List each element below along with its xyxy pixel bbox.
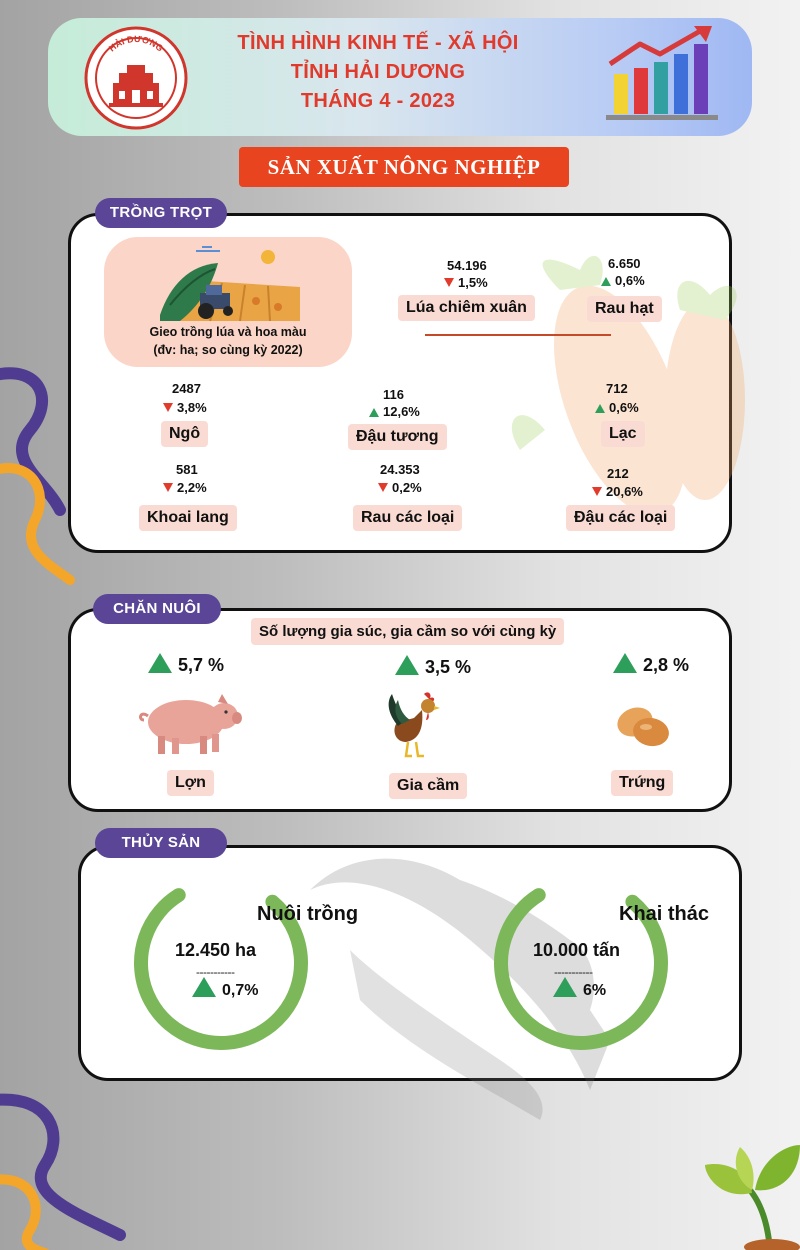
up-arrow-icon	[553, 977, 577, 997]
crop-label-ngo: Ngô	[161, 421, 209, 447]
aqua-change-khai-thac: 6%	[553, 977, 606, 1000]
aqua-divider-khai-thac: -----------	[554, 965, 593, 979]
aqua-value-khai-thac: 10.000 tấn	[533, 940, 621, 960]
crop-change-ngo: 3,8%	[163, 400, 207, 415]
carrot-watermark-icon	[511, 255, 745, 515]
crop-change-khoai-lang: 2,2%	[163, 480, 207, 495]
up-arrow-icon	[595, 404, 605, 413]
crop-value-ngo: 2487	[172, 381, 201, 396]
fish-watermark-icon	[310, 858, 610, 1120]
header-title-line3: THÁNG 4 - 2023	[300, 90, 456, 112]
livestock-label-gia-cam: Gia cầm	[389, 773, 468, 799]
crop-value-rau-cac-loai: 24.353	[380, 462, 420, 477]
up-arrow-icon	[192, 977, 216, 997]
up-arrow-icon	[369, 408, 379, 417]
header-title-line2: TỈNH HẢI DƯƠNG	[290, 61, 466, 83]
down-arrow-icon	[163, 483, 173, 492]
pig-icon	[139, 694, 242, 754]
decorative-swirl-top-left	[0, 367, 75, 585]
crop-value-dau-tuong: 116	[383, 387, 404, 402]
aqua-value-nuoi-trong: 12.450 ha	[175, 940, 257, 960]
crops-caption-line2: (đv: ha; so cùng kỳ 2022)	[153, 343, 303, 357]
aquaculture-tag: THỦY SẢN	[95, 828, 227, 858]
down-arrow-icon	[163, 403, 173, 412]
progress-ring-nuoi-trong	[134, 876, 308, 1050]
crop-value-lua: 54.196	[447, 258, 487, 273]
aqua-change-nuoi-trong: 0,7%	[192, 977, 258, 1000]
progress-ring-khai-thac	[494, 876, 668, 1050]
crop-change-rau-cac-loai: 0,2%	[378, 480, 422, 495]
bar-chart-growth-icon	[606, 26, 718, 120]
crop-change-dau-tuong: 12,6%	[369, 404, 420, 419]
livestock-change-lon: 5,7 %	[148, 653, 224, 676]
crop-label-dau-tuong: Đậu tương	[348, 424, 447, 450]
down-arrow-icon	[378, 483, 388, 492]
livestock-label-lon: Lợn	[167, 770, 214, 796]
up-arrow-icon	[601, 277, 611, 286]
livestock-change-trung: 2,8 %	[613, 653, 689, 676]
hai-duong-logo: HẢI DƯƠNG	[84, 26, 188, 130]
up-arrow-icon	[395, 655, 419, 675]
livestock-subtitle: Số lượng gia súc, gia cầm so với cùng kỳ	[251, 618, 565, 645]
crops-caption-line1: Gieo trồng lúa và hoa màu	[149, 325, 307, 339]
sprout-icon	[705, 1145, 800, 1250]
crop-change-dau-cac-loai: 20,6%	[592, 484, 643, 499]
crop-value-dau-cac-loai: 212	[607, 466, 629, 481]
divider-line	[425, 334, 611, 336]
farm-illustration-card: Gieo trồng lúa và hoa màu (đv: ha; so cù…	[104, 237, 352, 367]
crop-label-lua: Lúa chiêm xuân	[398, 295, 535, 321]
crop-label-dau-cac-loai: Đậu các loại	[566, 505, 676, 531]
down-arrow-icon	[592, 487, 602, 496]
crop-change-lac: 0,6%	[595, 400, 639, 415]
crop-change-rau-hat: 0,6%	[601, 273, 645, 288]
crops-tag: TRỒNG TRỌT	[95, 198, 227, 228]
livestock-tag: CHĂN NUÔI	[93, 594, 221, 624]
crop-label-lac: Lạc	[601, 421, 645, 447]
crop-label-rau-hat: Rau hạt	[587, 296, 662, 322]
crop-label-khoai-lang: Khoai lang	[139, 505, 237, 531]
crop-value-khoai-lang: 581	[176, 462, 198, 477]
crop-value-lac: 712	[606, 381, 628, 396]
livestock-label-trung: Trứng	[611, 770, 674, 796]
up-arrow-icon	[613, 653, 637, 673]
section-title: SẢN XUẤT NÔNG NGHIỆP	[239, 147, 569, 187]
aqua-divider-nuoi-trong: -----------	[196, 965, 235, 979]
rooster-icon	[388, 692, 440, 758]
aqua-title-nuoi-trong: Nuôi trồng	[257, 903, 359, 925]
header-title-line1: TÌNH HÌNH KINH TẾ - XÃ HỘI	[237, 32, 519, 54]
eggs-icon	[617, 707, 669, 747]
up-arrow-icon	[148, 653, 172, 673]
tractor-field-icon	[160, 246, 300, 322]
crop-value-rau-hat: 6.650	[608, 256, 641, 271]
decorative-swirl-bottom-left	[0, 1093, 126, 1250]
crop-label-rau-cac-loai: Rau các loại	[353, 505, 463, 531]
crop-change-lua: 1,5%	[444, 275, 488, 290]
down-arrow-icon	[444, 278, 454, 287]
aqua-title-khai-thac: Khai thác	[619, 903, 710, 925]
livestock-change-gia-cam: 3,5 %	[395, 655, 471, 678]
